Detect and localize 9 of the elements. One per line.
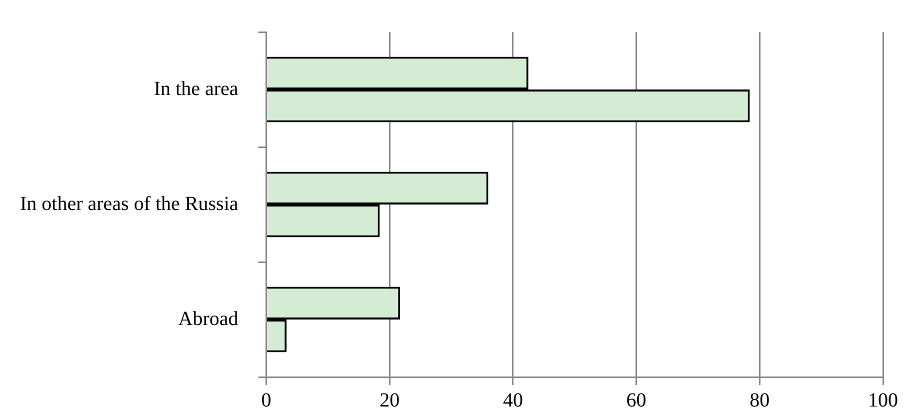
x-tick-label: 40	[502, 389, 523, 412]
y-tick-label: In the area	[154, 78, 238, 100]
x-tick-label: 20	[380, 389, 400, 412]
x-tick-label: 60	[626, 389, 646, 412]
x-tick-label: 80	[750, 389, 770, 412]
y-tick-label: In other areas of the Russia	[20, 192, 238, 215]
y-tick-label: Abroad	[178, 308, 238, 330]
x-tick-label: 0	[261, 389, 272, 412]
x-tick-label: 100	[868, 389, 898, 412]
